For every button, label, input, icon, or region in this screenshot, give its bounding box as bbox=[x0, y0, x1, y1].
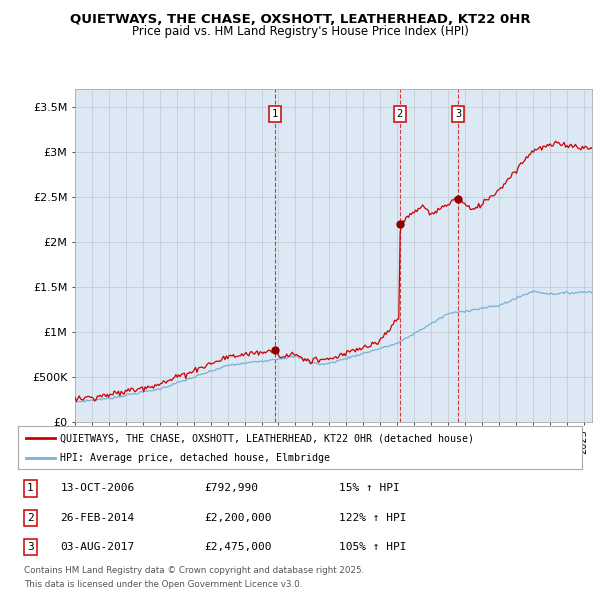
Text: 15% ↑ HPI: 15% ↑ HPI bbox=[340, 483, 400, 493]
Text: 3: 3 bbox=[27, 542, 34, 552]
Text: Price paid vs. HM Land Registry's House Price Index (HPI): Price paid vs. HM Land Registry's House … bbox=[131, 25, 469, 38]
Text: 1: 1 bbox=[272, 109, 278, 119]
Text: 13-OCT-2006: 13-OCT-2006 bbox=[60, 483, 134, 493]
Text: 26-FEB-2014: 26-FEB-2014 bbox=[60, 513, 134, 523]
Text: 2: 2 bbox=[397, 109, 403, 119]
Text: QUIETWAYS, THE CHASE, OXSHOTT, LEATHERHEAD, KT22 0HR (detached house): QUIETWAYS, THE CHASE, OXSHOTT, LEATHERHE… bbox=[60, 433, 475, 443]
Text: 03-AUG-2017: 03-AUG-2017 bbox=[60, 542, 134, 552]
Text: HPI: Average price, detached house, Elmbridge: HPI: Average price, detached house, Elmb… bbox=[60, 453, 331, 463]
Text: QUIETWAYS, THE CHASE, OXSHOTT, LEATHERHEAD, KT22 0HR: QUIETWAYS, THE CHASE, OXSHOTT, LEATHERHE… bbox=[70, 13, 530, 26]
Text: £2,200,000: £2,200,000 bbox=[204, 513, 272, 523]
Text: £792,990: £792,990 bbox=[204, 483, 258, 493]
Text: Contains HM Land Registry data © Crown copyright and database right 2025.: Contains HM Land Registry data © Crown c… bbox=[23, 566, 364, 575]
Text: 105% ↑ HPI: 105% ↑ HPI bbox=[340, 542, 407, 552]
Text: £2,475,000: £2,475,000 bbox=[204, 542, 272, 552]
Text: 2: 2 bbox=[27, 513, 34, 523]
Text: 3: 3 bbox=[455, 109, 461, 119]
Text: 122% ↑ HPI: 122% ↑ HPI bbox=[340, 513, 407, 523]
Text: This data is licensed under the Open Government Licence v3.0.: This data is licensed under the Open Gov… bbox=[23, 580, 302, 589]
Text: 1: 1 bbox=[27, 483, 34, 493]
